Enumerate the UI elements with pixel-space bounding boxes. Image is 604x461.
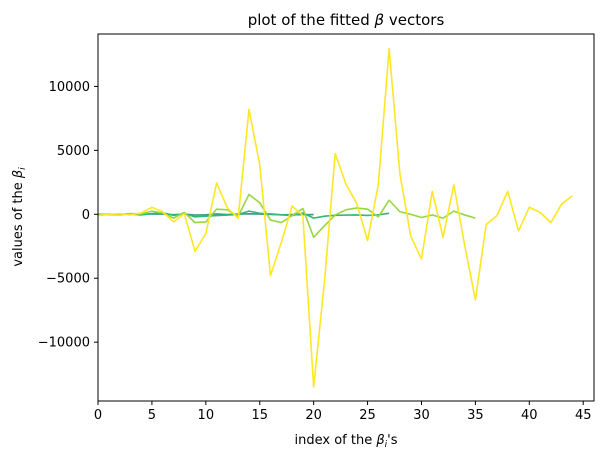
x-tick-label: 15: [251, 408, 268, 423]
x-tick-label: 35: [467, 408, 484, 423]
x-tick-label: 5: [148, 408, 156, 423]
x-tick-label: 30: [413, 408, 430, 423]
x-tick-label: 10: [198, 408, 215, 423]
y-tick-label: 5000: [57, 144, 90, 159]
x-axis: 0 5 10 15 20 25 30 35 40 45: [94, 401, 592, 423]
y-axis: −10000 −5000 0 5000 10000: [38, 80, 98, 351]
x-axis-label: index of the βi's: [295, 433, 398, 450]
y-axis-label: values of the βi: [11, 167, 28, 267]
series-line-4: [97, 47, 573, 388]
x-tick-label: 40: [521, 408, 538, 423]
series-layer: [97, 47, 573, 388]
x-tick-label: 25: [359, 408, 376, 423]
x-tick-label: 0: [94, 408, 102, 423]
chart-title: plot of the fitted β vectors: [248, 11, 445, 29]
y-tick-label: −5000: [46, 272, 90, 287]
series-line-2: [97, 210, 390, 219]
x-tick-label: 45: [575, 408, 592, 423]
y-tick-label: 10000: [49, 80, 90, 95]
x-tick-label: 20: [305, 408, 322, 423]
plot-frame: [97, 33, 595, 402]
y-tick-label: −10000: [38, 336, 90, 351]
series-line-3: [97, 193, 476, 239]
y-tick-label: 0: [82, 208, 90, 223]
